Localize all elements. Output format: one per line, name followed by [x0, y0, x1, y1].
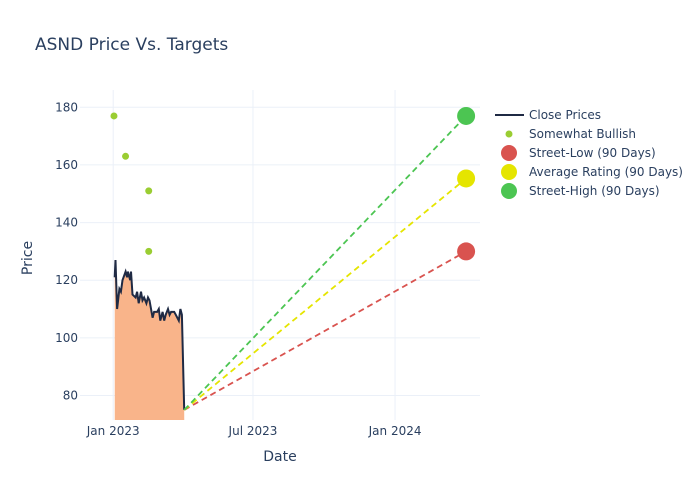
x-tick-label: Jul 2023 — [228, 424, 278, 438]
target-marker — [457, 169, 476, 188]
chart-title: ASND Price Vs. Targets — [35, 35, 228, 55]
x-axis-label: Date — [263, 449, 296, 465]
legend-item-label: Street-High (90 Days) — [529, 184, 660, 198]
bullish-point — [145, 187, 153, 195]
close-price-line — [113, 259, 186, 410]
bullish-point — [145, 247, 153, 255]
target-line — [183, 250, 467, 411]
x-tick-label: Jan 2023 — [86, 424, 140, 438]
target-marker — [457, 106, 476, 125]
legend-marker-icon — [501, 183, 517, 199]
target-line — [183, 115, 467, 411]
close-price-area — [114, 260, 185, 420]
bullish-point — [122, 152, 130, 160]
y-tick-label: 120 — [55, 273, 78, 287]
legend-marker-icon — [501, 145, 517, 161]
x-tick-label: Jan 2024 — [368, 424, 422, 438]
legend-marker-icon — [501, 164, 517, 180]
legend-marker-icon — [505, 130, 513, 138]
y-tick-label: 80 — [63, 389, 78, 403]
legend-item-label: Close Prices — [529, 108, 601, 122]
y-axis-label: Price — [20, 241, 36, 275]
legend-item-label: Somewhat Bullish — [529, 127, 636, 141]
bullish-point — [110, 112, 118, 120]
y-tick-label: 180 — [55, 100, 78, 114]
y-tick-label: 140 — [55, 216, 78, 230]
legend-item-label: Average Rating (90 Days) — [529, 165, 683, 179]
target-line — [183, 177, 467, 411]
y-tick-label: 100 — [55, 331, 78, 345]
y-tick-label: 160 — [55, 158, 78, 172]
target-marker — [457, 242, 476, 261]
legend-item-label: Street-Low (90 Days) — [529, 146, 656, 160]
